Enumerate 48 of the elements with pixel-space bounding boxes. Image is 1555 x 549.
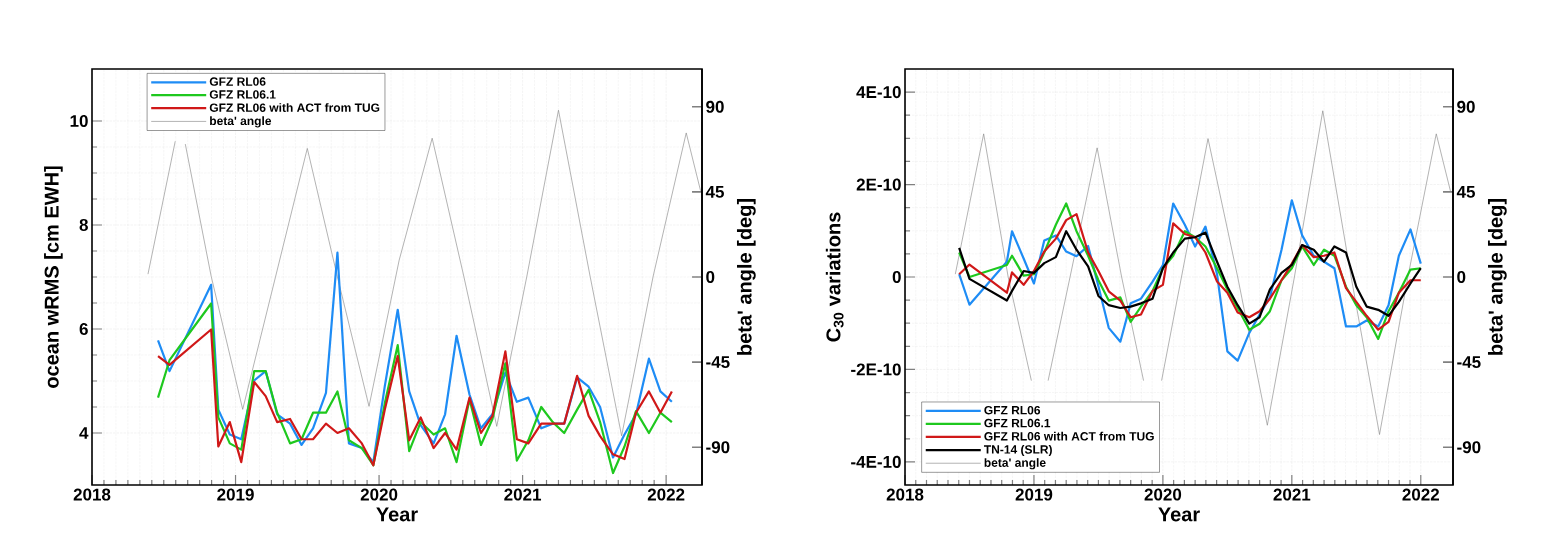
y-tick-label: 4 (79, 427, 89, 439)
y2-tick-label: -90 (1457, 441, 1481, 454)
y-tick-label: 0 (892, 270, 901, 284)
legend-label: GFZ RL06 with ACT from TUG (209, 103, 380, 112)
y2-tick-label: -90 (706, 441, 730, 454)
x-tick-label: 2022 (647, 488, 685, 501)
y-tick-label: 10 (70, 114, 88, 128)
x-tick-label: 2021 (504, 488, 542, 501)
legend-label: GFZ RL06 with ACT from TUG (984, 431, 1154, 441)
x-axis-title: Year (1158, 507, 1200, 522)
legend-label: GFZ RL06 (209, 77, 266, 86)
line-series (958, 213, 1422, 331)
y2-tick-label: 45 (705, 185, 724, 198)
y-tick-label: -2E-10 (851, 363, 901, 376)
x-tick-label: 2018 (886, 488, 924, 501)
legend-label: TN-14 (SLR) (983, 444, 1052, 457)
x-tick-label: 2020 (1144, 488, 1182, 501)
legend-label: GFZ RL06.1 (209, 90, 276, 99)
y-axis-title: C$_{30}$ variations (825, 212, 844, 342)
y2-axis-title: beta' angle [deg] (736, 199, 756, 355)
x-axis-title: Year (376, 507, 418, 522)
y2-tick-label: 0 (1457, 270, 1466, 284)
x-tick-label: 2021 (1273, 488, 1311, 501)
y-tick-label: 4E-10 (856, 86, 901, 99)
y-tick-label: 6 (79, 322, 88, 336)
y2-tick-label: 90 (1457, 100, 1475, 113)
x-tick-label: 2018 (73, 488, 111, 501)
legend-label: beta' angle (984, 458, 1046, 470)
legend-label: beta' angle (210, 116, 272, 128)
x-tick-label: 2022 (1402, 488, 1439, 501)
x-tick-label: 2019 (1015, 488, 1053, 501)
y-axis-title: ocean wRMS [cm EWH] (44, 166, 63, 388)
legend-label: GFZ RL06 (984, 405, 1041, 415)
y2-tick-label: -45 (1457, 356, 1481, 369)
y-tick-label: 2E-10 (856, 178, 901, 191)
y2-tick-label: 0 (706, 270, 715, 284)
line-series (156, 302, 673, 475)
line-series (156, 251, 673, 464)
y2-axis-title: beta' angle [deg] (1487, 199, 1507, 355)
x-tick-label: 2020 (360, 488, 398, 501)
y2-tick-label: 45 (1456, 185, 1475, 198)
y-tick-label: -4E-10 (851, 455, 901, 468)
y2-tick-label: 90 (706, 100, 724, 113)
x-tick-label: 2019 (217, 488, 254, 501)
y-tick-label: 8 (79, 218, 88, 232)
line-series (958, 230, 1422, 325)
y2-tick-label: -45 (706, 356, 730, 369)
legend-label: GFZ RL06.1 (984, 418, 1051, 428)
